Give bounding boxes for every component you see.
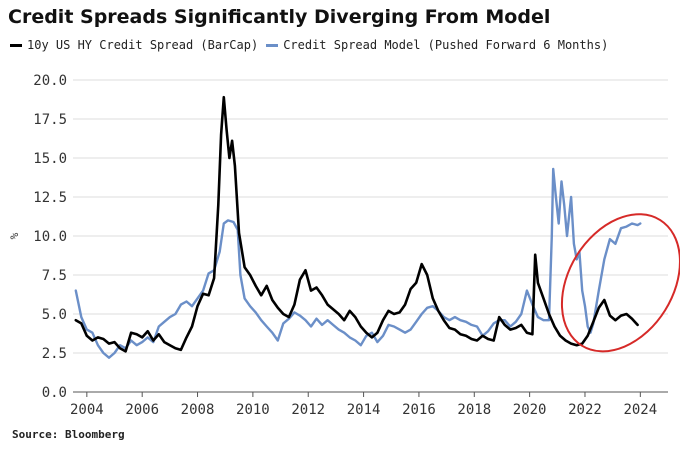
series-line-hy-spread (74, 95, 639, 353)
y-tick-label: 15.0 (33, 151, 67, 167)
legend-label-hy-spread: 10y US HY Credit Spread (BarCap) (27, 38, 259, 52)
y-tick-label: 12.5 (33, 190, 67, 206)
y-tick-label: 17.5 (33, 112, 67, 128)
x-tick-label: 2008 (181, 402, 215, 418)
x-tick-label: 2022 (568, 402, 602, 418)
x-tick-label: 2004 (70, 402, 104, 418)
y-tick-label: 10.0 (33, 229, 67, 245)
legend-swatch-blue (266, 43, 279, 47)
series-line-model (74, 167, 642, 359)
y-axis-label: % (8, 232, 21, 239)
chart-title: Credit Spreads Significantly Diverging F… (8, 6, 551, 28)
annotation-ellipse (560, 213, 680, 353)
legend-label-model: Credit Spread Model (Pushed Forward 6 Mo… (283, 38, 609, 52)
x-tick-label: 2006 (125, 402, 159, 418)
x-tick-label: 2012 (291, 402, 325, 418)
y-tick-label: 7.5 (42, 268, 67, 284)
x-tick-label: 2010 (236, 402, 270, 418)
x-tick-label: 2024 (623, 402, 657, 418)
y-tick-label: 5.0 (42, 307, 67, 323)
x-tick-label: 2018 (457, 402, 491, 418)
y-tick-label: 20.0 (33, 73, 67, 89)
chart-legend: 10y US HY Credit Spread (BarCap) Credit … (10, 38, 616, 52)
legend-item-hy-spread: 10y US HY Credit Spread (BarCap) (10, 38, 258, 52)
x-tick-label: 2016 (402, 402, 436, 418)
legend-swatch-black (10, 43, 22, 47)
x-tick-label: 2020 (513, 402, 547, 418)
source-note: Source: Bloomberg (12, 428, 125, 441)
y-tick-label: 0.0 (42, 385, 67, 401)
legend-item-model: Credit Spread Model (Pushed Forward 6 Mo… (266, 38, 608, 52)
x-tick-label: 2014 (347, 402, 381, 418)
y-tick-label: 2.5 (42, 346, 67, 362)
